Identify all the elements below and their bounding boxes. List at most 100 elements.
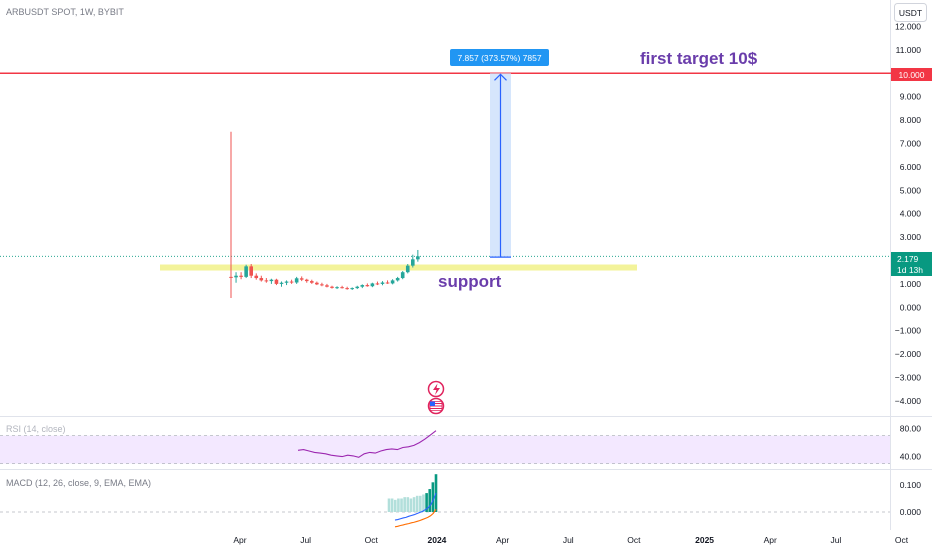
candle-body[interactable] <box>405 265 410 273</box>
time-tick-label: Jul <box>300 535 311 545</box>
price-tick-label: −2.000 <box>895 349 922 359</box>
candle-body[interactable] <box>390 280 395 284</box>
measure-arrow-head[interactable] <box>494 73 507 81</box>
candle-body[interactable] <box>264 280 269 282</box>
rsi-pane[interactable] <box>0 430 890 465</box>
candle-body[interactable] <box>400 272 405 279</box>
macd-histogram-bar[interactable] <box>428 489 432 512</box>
macd-pane[interactable] <box>0 474 890 528</box>
candle-body[interactable] <box>310 281 314 283</box>
support-band[interactable] <box>160 264 637 271</box>
candle-body[interactable] <box>416 256 420 260</box>
countdown-label: 1d 13h <box>897 265 923 275</box>
candle-body[interactable] <box>340 287 344 289</box>
macd-histogram-bar[interactable] <box>406 497 410 512</box>
candle-body[interactable] <box>299 278 304 280</box>
candle-body[interactable] <box>259 278 264 281</box>
candle-body[interactable] <box>254 275 259 279</box>
rsi-band <box>0 435 890 464</box>
candle-body[interactable] <box>304 279 309 282</box>
candle-body[interactable] <box>335 287 339 289</box>
dividends-icon[interactable] <box>427 380 445 398</box>
candle-body[interactable] <box>325 285 329 287</box>
candle-body[interactable] <box>289 281 294 283</box>
candle-body[interactable] <box>234 275 238 278</box>
candle-body[interactable] <box>320 284 324 286</box>
candle-body[interactable] <box>360 285 365 287</box>
macd-histogram-bar[interactable] <box>393 499 397 512</box>
measure-label: 7.857 (373.57%) 7857 <box>457 53 541 63</box>
macd-histogram-bar[interactable] <box>425 493 428 512</box>
macd-title[interactable]: MACD (12, 26, close, 9, EMA, EMA) <box>6 478 151 488</box>
candle-body[interactable] <box>370 283 375 287</box>
candle-body[interactable] <box>315 282 319 285</box>
price-tick-label: 9.000 <box>900 92 922 102</box>
candle-body[interactable] <box>279 282 284 284</box>
candle-body[interactable] <box>365 285 370 287</box>
candle-body[interactable] <box>294 278 299 283</box>
candle-body[interactable] <box>385 282 390 284</box>
rsi-tick-label: 80.00 <box>900 424 922 434</box>
price-tick-label: 3.000 <box>900 232 922 242</box>
last-price-tag: 2.179 1d 13h <box>891 252 932 276</box>
rsi-line[interactable] <box>297 430 437 458</box>
candle-body[interactable] <box>249 266 253 276</box>
candle-body[interactable] <box>355 286 360 289</box>
currency-button[interactable]: USDT <box>894 3 927 22</box>
price-tick-label: 5.000 <box>900 185 922 195</box>
time-tick-label: 2024 <box>427 535 446 545</box>
macd-tick-label: 0.100 <box>900 480 922 490</box>
price-tick-label: 0.000 <box>900 302 922 312</box>
macd-histogram-bar[interactable] <box>403 497 406 512</box>
candle-body[interactable] <box>330 286 334 288</box>
price-axis[interactable]: 12.000 11.000 9.000 8.000 7.000 6.000 5.000 4.0… <box>895 22 922 518</box>
candle-body[interactable] <box>350 288 354 290</box>
time-tick-label: Oct <box>895 535 909 545</box>
rsi-title[interactable]: RSI (14, close) <box>6 424 66 434</box>
support-annotation[interactable]: support <box>438 272 502 291</box>
macd-signal-line[interactable] <box>394 508 437 528</box>
macd-histogram-bar[interactable] <box>400 498 403 513</box>
time-tick-label: Jul <box>563 535 574 545</box>
last-price-label: 2.179 <box>897 254 919 264</box>
macd-histogram-bar[interactable] <box>412 497 416 512</box>
time-tick-label: 2025 <box>695 535 714 545</box>
candle-body[interactable] <box>345 288 349 290</box>
target-annotation[interactable]: first target 10$ <box>640 49 758 68</box>
candlestick-series[interactable] <box>229 131 420 298</box>
macd-histogram-bar[interactable] <box>390 498 394 513</box>
measure-label-box[interactable]: 7.857 (373.57%) 7857 <box>450 49 549 66</box>
candle-body[interactable] <box>375 283 380 285</box>
candle-body[interactable] <box>380 282 385 284</box>
macd-histogram-bar[interactable] <box>422 494 425 512</box>
currency-label: USDT <box>899 8 922 18</box>
price-range-measure[interactable] <box>490 73 511 258</box>
price-tick-label: −3.000 <box>895 373 922 383</box>
price-tick-label: 12.000 <box>895 22 921 32</box>
macd-tick-label: 0.000 <box>900 507 922 517</box>
target-price-tag: 10.000 <box>891 68 932 81</box>
macd-histogram-bar[interactable] <box>431 482 435 512</box>
time-axis[interactable]: Apr Jul Oct 2024 Apr Jul Oct 2025 Apr Jul Oct <box>233 535 908 545</box>
macd-line[interactable] <box>394 492 437 521</box>
candle-body[interactable] <box>229 276 233 278</box>
candle-body[interactable] <box>244 266 248 277</box>
macd-histogram-bar[interactable] <box>397 498 400 513</box>
macd-histogram-bar[interactable] <box>419 495 422 512</box>
candle-body[interactable] <box>395 278 400 281</box>
macd-histogram-bar[interactable] <box>409 498 413 513</box>
time-tick-label: Oct <box>627 535 641 545</box>
support-zone[interactable] <box>160 264 637 271</box>
rsi-tick-label: 40.00 <box>900 452 922 462</box>
candle-body[interactable] <box>411 259 415 266</box>
candle-body[interactable] <box>284 281 289 283</box>
candle-body[interactable] <box>269 279 274 282</box>
candle-body[interactable] <box>239 275 243 277</box>
price-tick-label: 4.000 <box>900 209 922 219</box>
symbol-title: ARBUSDT SPOT, 1W, BYBIT <box>6 7 124 17</box>
macd-histogram-bar[interactable] <box>415 495 419 512</box>
us-flag-icon[interactable] <box>427 397 445 415</box>
candle-body[interactable] <box>274 279 279 284</box>
macd-histogram-bar[interactable] <box>387 498 391 513</box>
